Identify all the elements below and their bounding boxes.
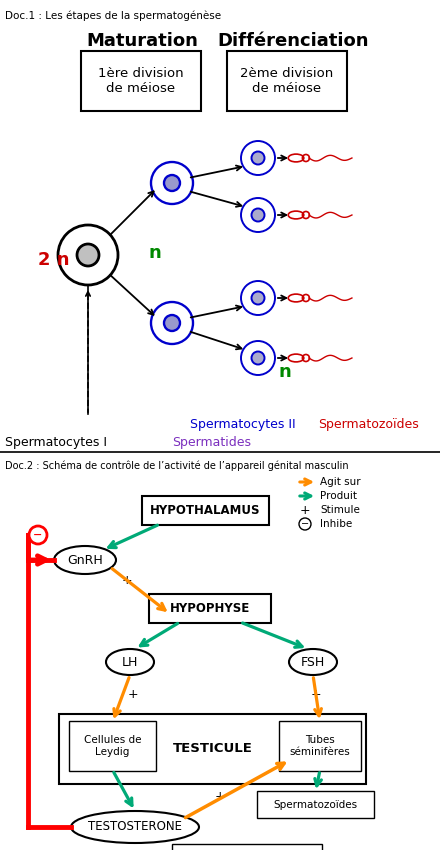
Text: Spermatides: Spermatides	[172, 436, 251, 449]
Text: +: +	[128, 688, 138, 701]
Text: n: n	[278, 363, 291, 381]
FancyBboxPatch shape	[279, 721, 361, 771]
Circle shape	[252, 352, 264, 365]
FancyBboxPatch shape	[59, 714, 366, 784]
Ellipse shape	[54, 546, 116, 574]
Circle shape	[241, 141, 275, 175]
Text: Produit: Produit	[320, 491, 357, 501]
Circle shape	[29, 526, 47, 544]
FancyBboxPatch shape	[227, 51, 347, 111]
FancyBboxPatch shape	[257, 791, 374, 818]
Text: Cellules de
Leydig: Cellules de Leydig	[84, 735, 141, 756]
Text: Agit sur: Agit sur	[320, 477, 361, 487]
FancyBboxPatch shape	[142, 496, 268, 525]
Text: Inhibe: Inhibe	[320, 519, 352, 529]
Text: Stimule: Stimule	[320, 505, 360, 515]
Text: HYPOPHYSE: HYPOPHYSE	[170, 602, 250, 615]
Circle shape	[241, 341, 275, 375]
Text: Doc.2 : Schéma de contrôle de l’activité de l’appareil génital masculin: Doc.2 : Schéma de contrôle de l’activité…	[5, 460, 348, 471]
Text: TESTOSTERONE: TESTOSTERONE	[88, 820, 182, 834]
Text: +: +	[300, 503, 310, 517]
Circle shape	[241, 281, 275, 315]
FancyBboxPatch shape	[172, 844, 322, 850]
FancyBboxPatch shape	[81, 51, 201, 111]
Text: +: +	[215, 790, 225, 803]
Text: −: −	[301, 519, 309, 529]
Circle shape	[252, 292, 264, 304]
Circle shape	[58, 225, 118, 285]
Text: +: +	[311, 688, 321, 701]
Text: n: n	[148, 244, 161, 262]
Circle shape	[77, 244, 99, 266]
Circle shape	[241, 198, 275, 232]
Text: Spermatozoïdes: Spermatozoïdes	[273, 800, 358, 809]
Text: Spermatocytes II: Spermatocytes II	[190, 418, 296, 431]
Text: Spermatozoïdes: Spermatozoïdes	[318, 418, 419, 431]
Text: FSH: FSH	[301, 655, 325, 668]
Text: Tubes
séminifères: Tubes séminifères	[290, 735, 350, 756]
Ellipse shape	[71, 811, 199, 843]
Circle shape	[164, 175, 180, 191]
Circle shape	[252, 151, 264, 165]
Text: 1ère division
de méiose: 1ère division de méiose	[98, 67, 184, 95]
Circle shape	[164, 315, 180, 331]
Text: Différenciation: Différenciation	[217, 32, 369, 50]
FancyBboxPatch shape	[149, 594, 271, 623]
Circle shape	[151, 162, 193, 204]
Circle shape	[151, 302, 193, 344]
Text: Maturation: Maturation	[86, 32, 198, 50]
Text: +: +	[160, 848, 170, 850]
Text: 2ème division
de méiose: 2ème division de méiose	[240, 67, 334, 95]
FancyBboxPatch shape	[69, 721, 156, 771]
Ellipse shape	[106, 649, 154, 675]
Text: 2 n: 2 n	[38, 251, 70, 269]
Circle shape	[252, 208, 264, 222]
Text: HYPOTHALAMUS: HYPOTHALAMUS	[150, 504, 260, 517]
Text: TESTICULE: TESTICULE	[172, 743, 253, 756]
Text: LH: LH	[122, 655, 138, 668]
Text: Spermatocytes I: Spermatocytes I	[5, 436, 107, 449]
Text: Doc.1 : Les étapes de la spermatogénèse: Doc.1 : Les étapes de la spermatogénèse	[5, 10, 221, 20]
Text: −: −	[33, 530, 43, 540]
Text: GnRH: GnRH	[67, 553, 103, 566]
Text: +: +	[122, 574, 132, 586]
Ellipse shape	[289, 649, 337, 675]
